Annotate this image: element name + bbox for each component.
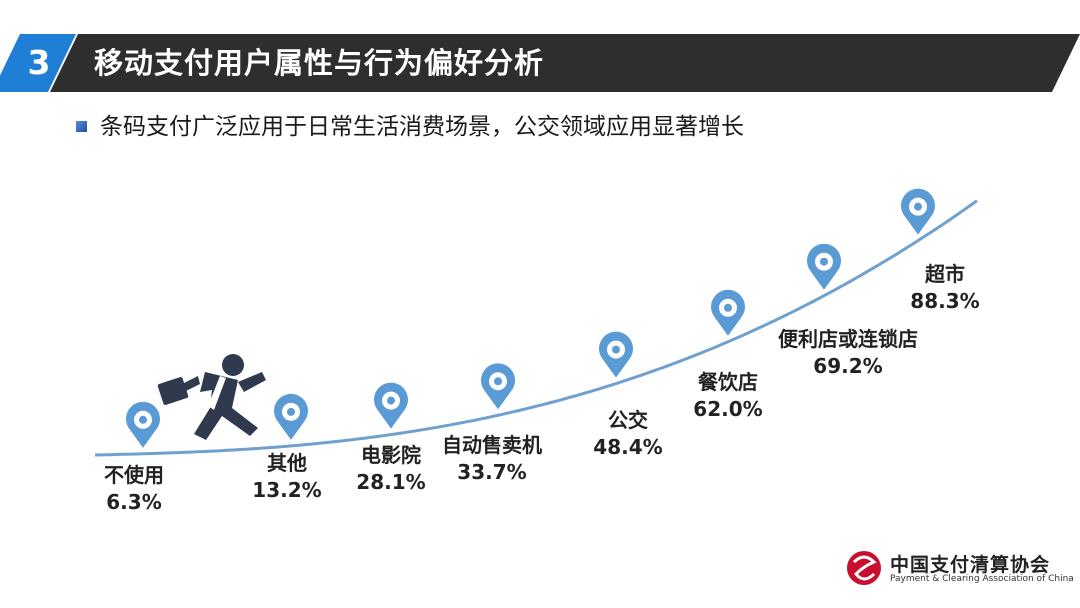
bullet-square-icon — [76, 121, 87, 132]
page-title: 移动支付用户属性与行为偏好分析 — [94, 46, 545, 80]
logo-name-cn: 中国支付清算协会 — [890, 554, 1051, 576]
map-pin-icon — [274, 393, 309, 440]
map-pin-icon — [599, 331, 633, 378]
category-label: 公交 — [608, 408, 648, 432]
association-logo — [847, 551, 881, 585]
category-label: 不使用 — [104, 463, 164, 487]
section-number: 3 — [27, 43, 51, 82]
header-dark-band — [50, 34, 1080, 92]
value-label: 62.0% — [693, 397, 762, 421]
value-label: 13.2% — [252, 478, 321, 502]
running-businessman-icon — [157, 354, 266, 440]
logo-name-en: Payment & Clearing Association of China — [890, 574, 1074, 584]
map-pin-icon — [806, 243, 841, 290]
header-number-badge — [0, 34, 76, 92]
value-label: 28.1% — [356, 470, 425, 494]
header-bar — [0, 34, 1080, 92]
value-label: 69.2% — [813, 354, 882, 378]
trend-curve — [94, 199, 978, 457]
category-label: 超市 — [924, 262, 965, 286]
category-label: 餐饮店 — [698, 370, 758, 394]
map-pin-icon — [710, 289, 745, 336]
map-pin-icon — [481, 363, 515, 410]
category-label: 其他 — [267, 451, 307, 475]
category-label: 电影院 — [361, 443, 421, 467]
value-label: 48.4% — [593, 435, 662, 459]
map-pin-icon — [901, 188, 935, 235]
map-pin-icon — [126, 401, 161, 448]
category-label: 自动售卖机 — [442, 433, 542, 457]
subtitle: 条码支付广泛应用于日常生活消费场景，公交领域应用显著增长 — [100, 114, 744, 140]
value-label: 6.3% — [106, 490, 161, 514]
value-label: 88.3% — [910, 289, 979, 313]
map-pin-icon — [374, 382, 409, 429]
category-label: 便利店或连锁店 — [778, 327, 918, 351]
value-label: 33.7% — [457, 460, 526, 484]
